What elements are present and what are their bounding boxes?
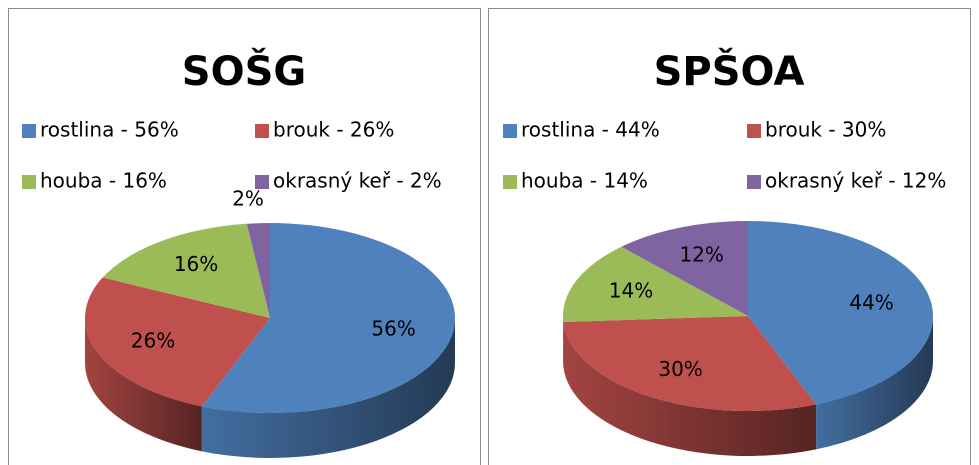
legend-swatch	[747, 124, 761, 138]
chart-title: SPŠOA	[654, 47, 805, 95]
data-label: 26%	[131, 328, 175, 352]
pie-side	[563, 321, 817, 456]
chart-title: SOŠG	[182, 47, 306, 95]
pie-slice	[246, 223, 270, 318]
legend-swatch	[22, 175, 36, 189]
pie-side	[816, 316, 933, 450]
data-label: 30%	[658, 357, 702, 381]
pie-side	[201, 318, 455, 458]
legend-label: okrasný keř - 12%	[765, 169, 946, 193]
pie-slice	[621, 221, 748, 316]
legend-swatch	[747, 175, 761, 189]
legend-label: brouk - 30%	[765, 118, 886, 142]
pie-side	[84, 318, 202, 452]
data-label: 56%	[371, 317, 415, 341]
legend-label: rostlina - 44%	[521, 118, 660, 142]
legend-label: houba - 14%	[521, 169, 648, 193]
legend-label: houba - 16%	[40, 169, 167, 193]
data-label: 2%	[232, 187, 264, 211]
pie-slice	[563, 316, 817, 411]
pie-slice	[748, 221, 933, 405]
legend-swatch	[503, 175, 517, 189]
data-label: 12%	[679, 242, 723, 266]
legend-swatch	[22, 124, 36, 138]
data-label: 14%	[609, 279, 653, 303]
legend-swatch	[503, 124, 517, 138]
legend-swatch	[255, 124, 269, 138]
legend-label: okrasný keř - 2%	[273, 169, 442, 193]
pie-slice	[102, 223, 270, 318]
pie-slice	[563, 246, 748, 322]
data-label: 16%	[174, 252, 218, 276]
legend-label: rostlina - 56%	[40, 118, 179, 142]
legend-swatch	[255, 175, 269, 189]
pie-slice	[85, 277, 270, 407]
data-label: 44%	[849, 290, 893, 314]
legend-label: brouk - 26%	[273, 118, 394, 142]
pie-slice	[201, 223, 456, 414]
